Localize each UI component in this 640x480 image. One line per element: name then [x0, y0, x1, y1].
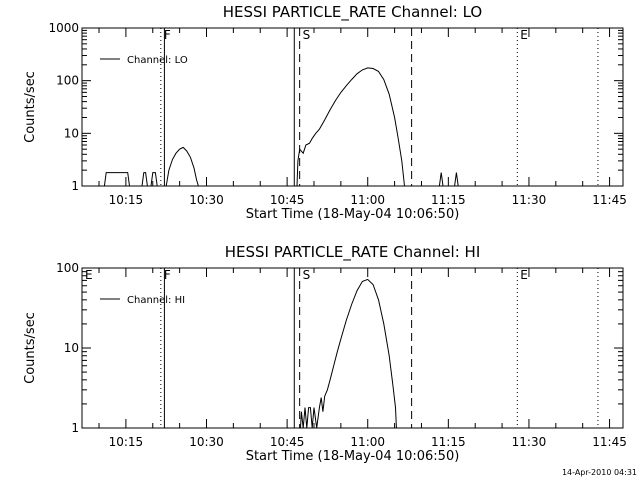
series-line-0 — [300, 278, 397, 429]
chart-title: HESSI PARTICLE_RATE Channel: LO — [223, 3, 482, 22]
marker-label: S — [303, 268, 311, 282]
x-tick-label: 11:00 — [350, 193, 385, 207]
y-tick-label: 100 — [56, 261, 79, 275]
plot-frame — [81, 27, 624, 187]
y-axis-label: Counts/sec — [23, 312, 38, 384]
marker-label: E — [85, 268, 93, 282]
marker-label: E — [520, 268, 528, 282]
x-tick-label: 11:45 — [592, 435, 627, 449]
marker-label: E — [520, 28, 528, 42]
x-tick-label: 11:30 — [512, 193, 547, 207]
x-tick-label: 11:45 — [592, 193, 627, 207]
plot-frame — [81, 267, 624, 429]
chart-panel-0: HESSI PARTICLE_RATE Channel: LO 1 10 100 100… — [23, 3, 627, 222]
series-line-0 — [103, 67, 459, 187]
x-tick-label: 10:30 — [189, 193, 224, 207]
x-tick-label: 10:15 — [109, 435, 144, 449]
y-tick-label: 100 — [56, 74, 79, 88]
chart-panels: HESSI PARTICLE_RATE Channel: LO 1 10 100 100… — [23, 3, 627, 464]
y-axis-label: Counts/sec — [23, 71, 38, 143]
timestamp-label: 14-Apr-2010 04:31 — [562, 468, 637, 477]
marker-label: S — [303, 28, 311, 42]
marker-label: F — [164, 28, 171, 42]
legend-label: Channel: HI — [127, 295, 185, 306]
x-axis-label: Start Time (18-May-04 10:06:50) — [246, 449, 460, 464]
y-tick-label: 1000 — [48, 21, 79, 35]
x-tick-label: 10:45 — [270, 435, 305, 449]
y-tick-label: 1 — [71, 421, 79, 435]
chart-panel-1: HESSI PARTICLE_RATE Channel: HI 1 10 100 10:… — [23, 243, 627, 464]
x-tick-label: 11:15 — [431, 435, 466, 449]
chart-title: HESSI PARTICLE_RATE Channel: HI — [225, 243, 481, 262]
y-tick-label: 10 — [64, 126, 79, 140]
y-tick-label: 10 — [64, 341, 79, 355]
x-tick-label: 10:30 — [189, 435, 224, 449]
marker-label: F — [164, 268, 171, 282]
x-axis-label: Start Time (18-May-04 10:06:50) — [246, 207, 460, 222]
x-tick-label: 10:15 — [109, 193, 144, 207]
legend-label: Channel: LO — [127, 55, 188, 66]
x-tick-label: 10:45 — [270, 193, 305, 207]
y-tick-label: 1 — [71, 179, 79, 193]
x-tick-label: 11:15 — [431, 193, 466, 207]
x-tick-label: 11:00 — [350, 435, 385, 449]
x-tick-label: 11:30 — [512, 435, 547, 449]
